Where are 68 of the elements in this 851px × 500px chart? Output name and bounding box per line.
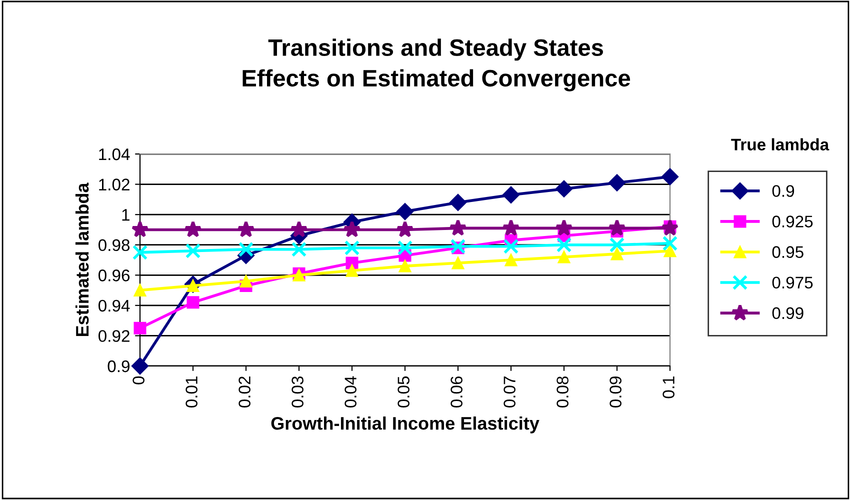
- y-tick-label: 1.04: [99, 148, 130, 160]
- y-tick-label: 0.92: [98, 330, 130, 342]
- x-tick-label: 0.06: [450, 376, 462, 408]
- point: [132, 244, 148, 260]
- chart-title: Transitions and Steady States Effects on Estimated Convergence: [242, 38, 630, 92]
- x-tick-label: 0: [132, 376, 144, 384]
- point: [237, 220, 255, 238]
- y-tick-label: 0.98: [98, 239, 130, 252]
- point: [610, 248, 624, 260]
- x-tick-label: 0.01: [186, 376, 198, 408]
- legend-label: 0.975: [772, 276, 813, 289]
- point: [291, 242, 307, 258]
- point: [504, 254, 518, 266]
- x-tick-label: 0.03: [292, 376, 304, 408]
- point: [396, 220, 414, 238]
- point: [503, 238, 519, 254]
- y-tick-label: 0.9: [108, 360, 130, 372]
- x-tick-label: 0.08: [556, 376, 568, 408]
- point: [396, 202, 414, 220]
- point: [555, 219, 573, 236]
- point: [240, 274, 252, 288]
- x-tick-label: 0.1: [662, 376, 674, 398]
- point: [184, 220, 202, 238]
- point: [343, 220, 361, 238]
- point: [397, 240, 413, 256]
- point: [556, 237, 572, 252]
- y-tick-label: 0.96: [98, 270, 130, 282]
- legend-label: 0.99: [772, 307, 804, 320]
- point: [664, 244, 676, 258]
- x-tick-label: 0.04: [344, 376, 356, 408]
- point: [558, 250, 570, 264]
- x-tick-label: 0.07: [504, 376, 516, 408]
- point: [555, 180, 573, 198]
- point: [449, 219, 467, 236]
- point: [131, 220, 149, 238]
- point: [452, 256, 464, 270]
- point: [238, 242, 254, 258]
- point: [186, 296, 200, 309]
- point: [346, 264, 358, 277]
- point: [185, 243, 201, 259]
- x-tick-label: 0.02: [238, 376, 250, 408]
- y-tick-label: 1: [122, 209, 130, 221]
- point: [290, 220, 308, 238]
- x-tick-label: 0.05: [398, 376, 410, 408]
- point: [502, 219, 520, 236]
- point: [131, 357, 149, 375]
- x-tick-label: 0.09: [610, 376, 622, 408]
- legend-title: True lambda: [731, 138, 830, 150]
- point: [449, 194, 467, 212]
- legend-label: 0.9: [772, 185, 794, 197]
- legend-label: 0.95: [772, 246, 804, 258]
- point: [662, 236, 678, 251]
- point: [344, 240, 360, 256]
- point: [502, 186, 520, 204]
- point: [608, 174, 626, 192]
- point: [608, 219, 626, 236]
- point: [661, 168, 679, 186]
- point: [398, 260, 412, 272]
- point: [661, 219, 679, 236]
- point: [450, 238, 466, 254]
- x-axis-title: Growth-Initial Income Elasticity: [271, 416, 540, 434]
- point: [134, 322, 146, 334]
- y-tick-label: 0.94: [98, 300, 130, 312]
- y-tick-label: 1.02: [99, 178, 130, 190]
- legend-label: 0.925: [772, 216, 813, 228]
- y-axis-title: Estimated lambda: [75, 182, 89, 336]
- point: [609, 237, 625, 252]
- point: [134, 284, 146, 297]
